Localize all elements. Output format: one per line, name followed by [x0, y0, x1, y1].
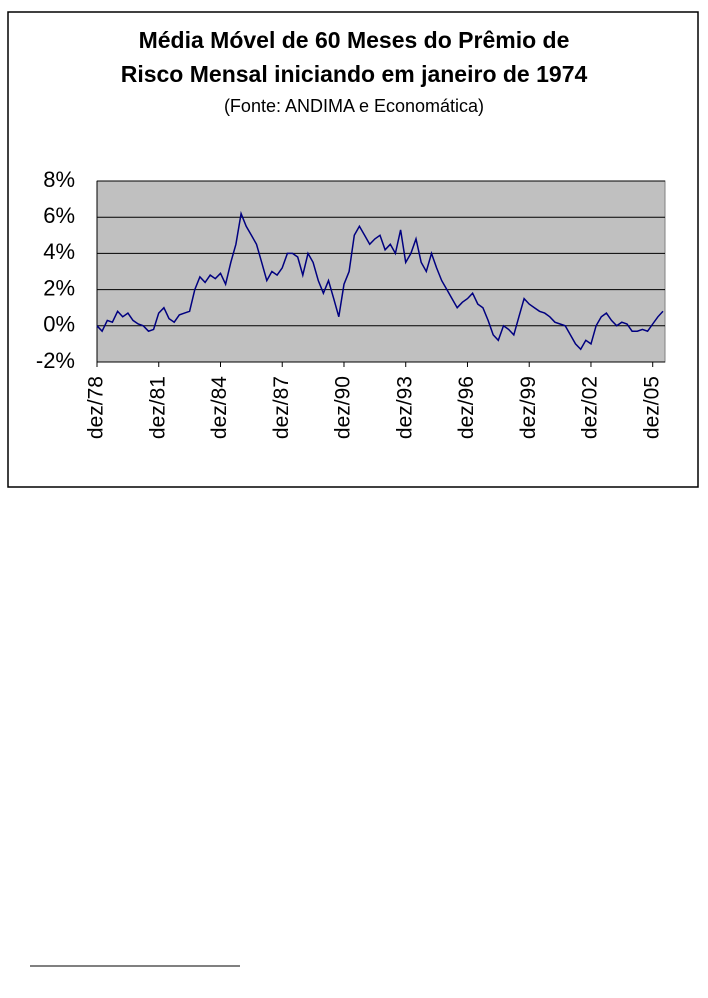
- y-tick-label: 6%: [43, 203, 75, 228]
- y-tick-label: 0%: [43, 312, 75, 337]
- x-tick-label: dez/93: [393, 376, 416, 439]
- x-tick-label: dez/99: [517, 376, 540, 439]
- y-tick-label: 4%: [43, 239, 75, 264]
- x-tick-label: dez/84: [208, 376, 231, 439]
- x-tick-label: dez/87: [270, 376, 293, 439]
- chart-subtitle: (Fonte: ANDIMA e Economática): [224, 96, 484, 116]
- y-tick-label: -2%: [36, 348, 75, 373]
- chart-title: Risco Mensal iniciando em janeiro de 197…: [121, 61, 588, 87]
- x-tick-label: dez/96: [455, 376, 478, 439]
- x-tick-label: dez/05: [640, 376, 663, 439]
- x-tick-label: dez/78: [85, 376, 108, 439]
- plot-area: [96, 180, 666, 363]
- y-tick-label: 8%: [43, 167, 75, 192]
- y-tick-label: 2%: [43, 275, 75, 300]
- x-tick-label: dez/81: [146, 376, 169, 439]
- x-tick-label: dez/90: [332, 376, 355, 439]
- chart-title: Média Móvel de 60 Meses do Prêmio de: [139, 27, 570, 53]
- data-line: [96, 210, 664, 351]
- x-tick-label: dez/02: [579, 376, 602, 439]
